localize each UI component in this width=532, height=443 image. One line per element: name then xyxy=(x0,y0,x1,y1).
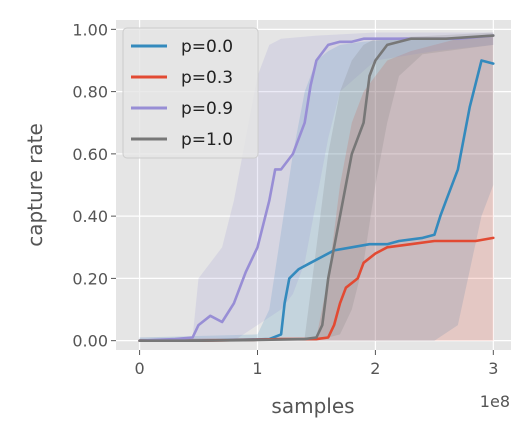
x-tick-label-3: 3 xyxy=(488,359,498,378)
x-tick-label-2: 2 xyxy=(370,359,380,378)
y-tick-label-1: 0.20 xyxy=(72,269,108,288)
x-tick-label-1: 1 xyxy=(252,359,262,378)
y-tick-label-2: 0.40 xyxy=(72,207,108,226)
y-tick-label-3: 0.60 xyxy=(72,145,108,164)
y-axis-label: capture rate xyxy=(23,123,47,247)
series-line-3 xyxy=(138,34,495,343)
y-tick-label-0: 0.00 xyxy=(72,332,108,351)
band-series-2 xyxy=(139,32,494,341)
legend-label-1: p=0.3 xyxy=(181,68,233,88)
legend: p=0.0 p=0.3 p=0.9 p=1.0 xyxy=(122,27,259,159)
band-series-1 xyxy=(139,35,494,341)
x-axis-ticks: 0 1 2 3 xyxy=(134,350,498,378)
x-axis-label: samples xyxy=(271,394,354,418)
y-tick-label-4: 0.80 xyxy=(72,83,108,102)
band-series-0 xyxy=(139,35,494,341)
legend-label-3: p=1.0 xyxy=(181,130,233,150)
band-series-3 xyxy=(139,32,494,341)
legend-label-2: p=0.9 xyxy=(181,99,233,119)
legend-box xyxy=(122,27,259,159)
series-line-0 xyxy=(138,59,495,343)
y-axis-ticks: 0.00 0.20 0.40 0.60 0.80 1.00 xyxy=(72,20,116,351)
series-line-2 xyxy=(138,34,495,343)
legend-label-0: p=0.0 xyxy=(181,37,233,57)
y-tick-label-5: 1.00 xyxy=(72,20,108,39)
confidence-bands xyxy=(139,32,494,341)
series-lines xyxy=(138,34,495,343)
x-tick-label-0: 0 xyxy=(134,359,144,378)
x-axis-offset-label: 1e8 xyxy=(480,392,510,411)
